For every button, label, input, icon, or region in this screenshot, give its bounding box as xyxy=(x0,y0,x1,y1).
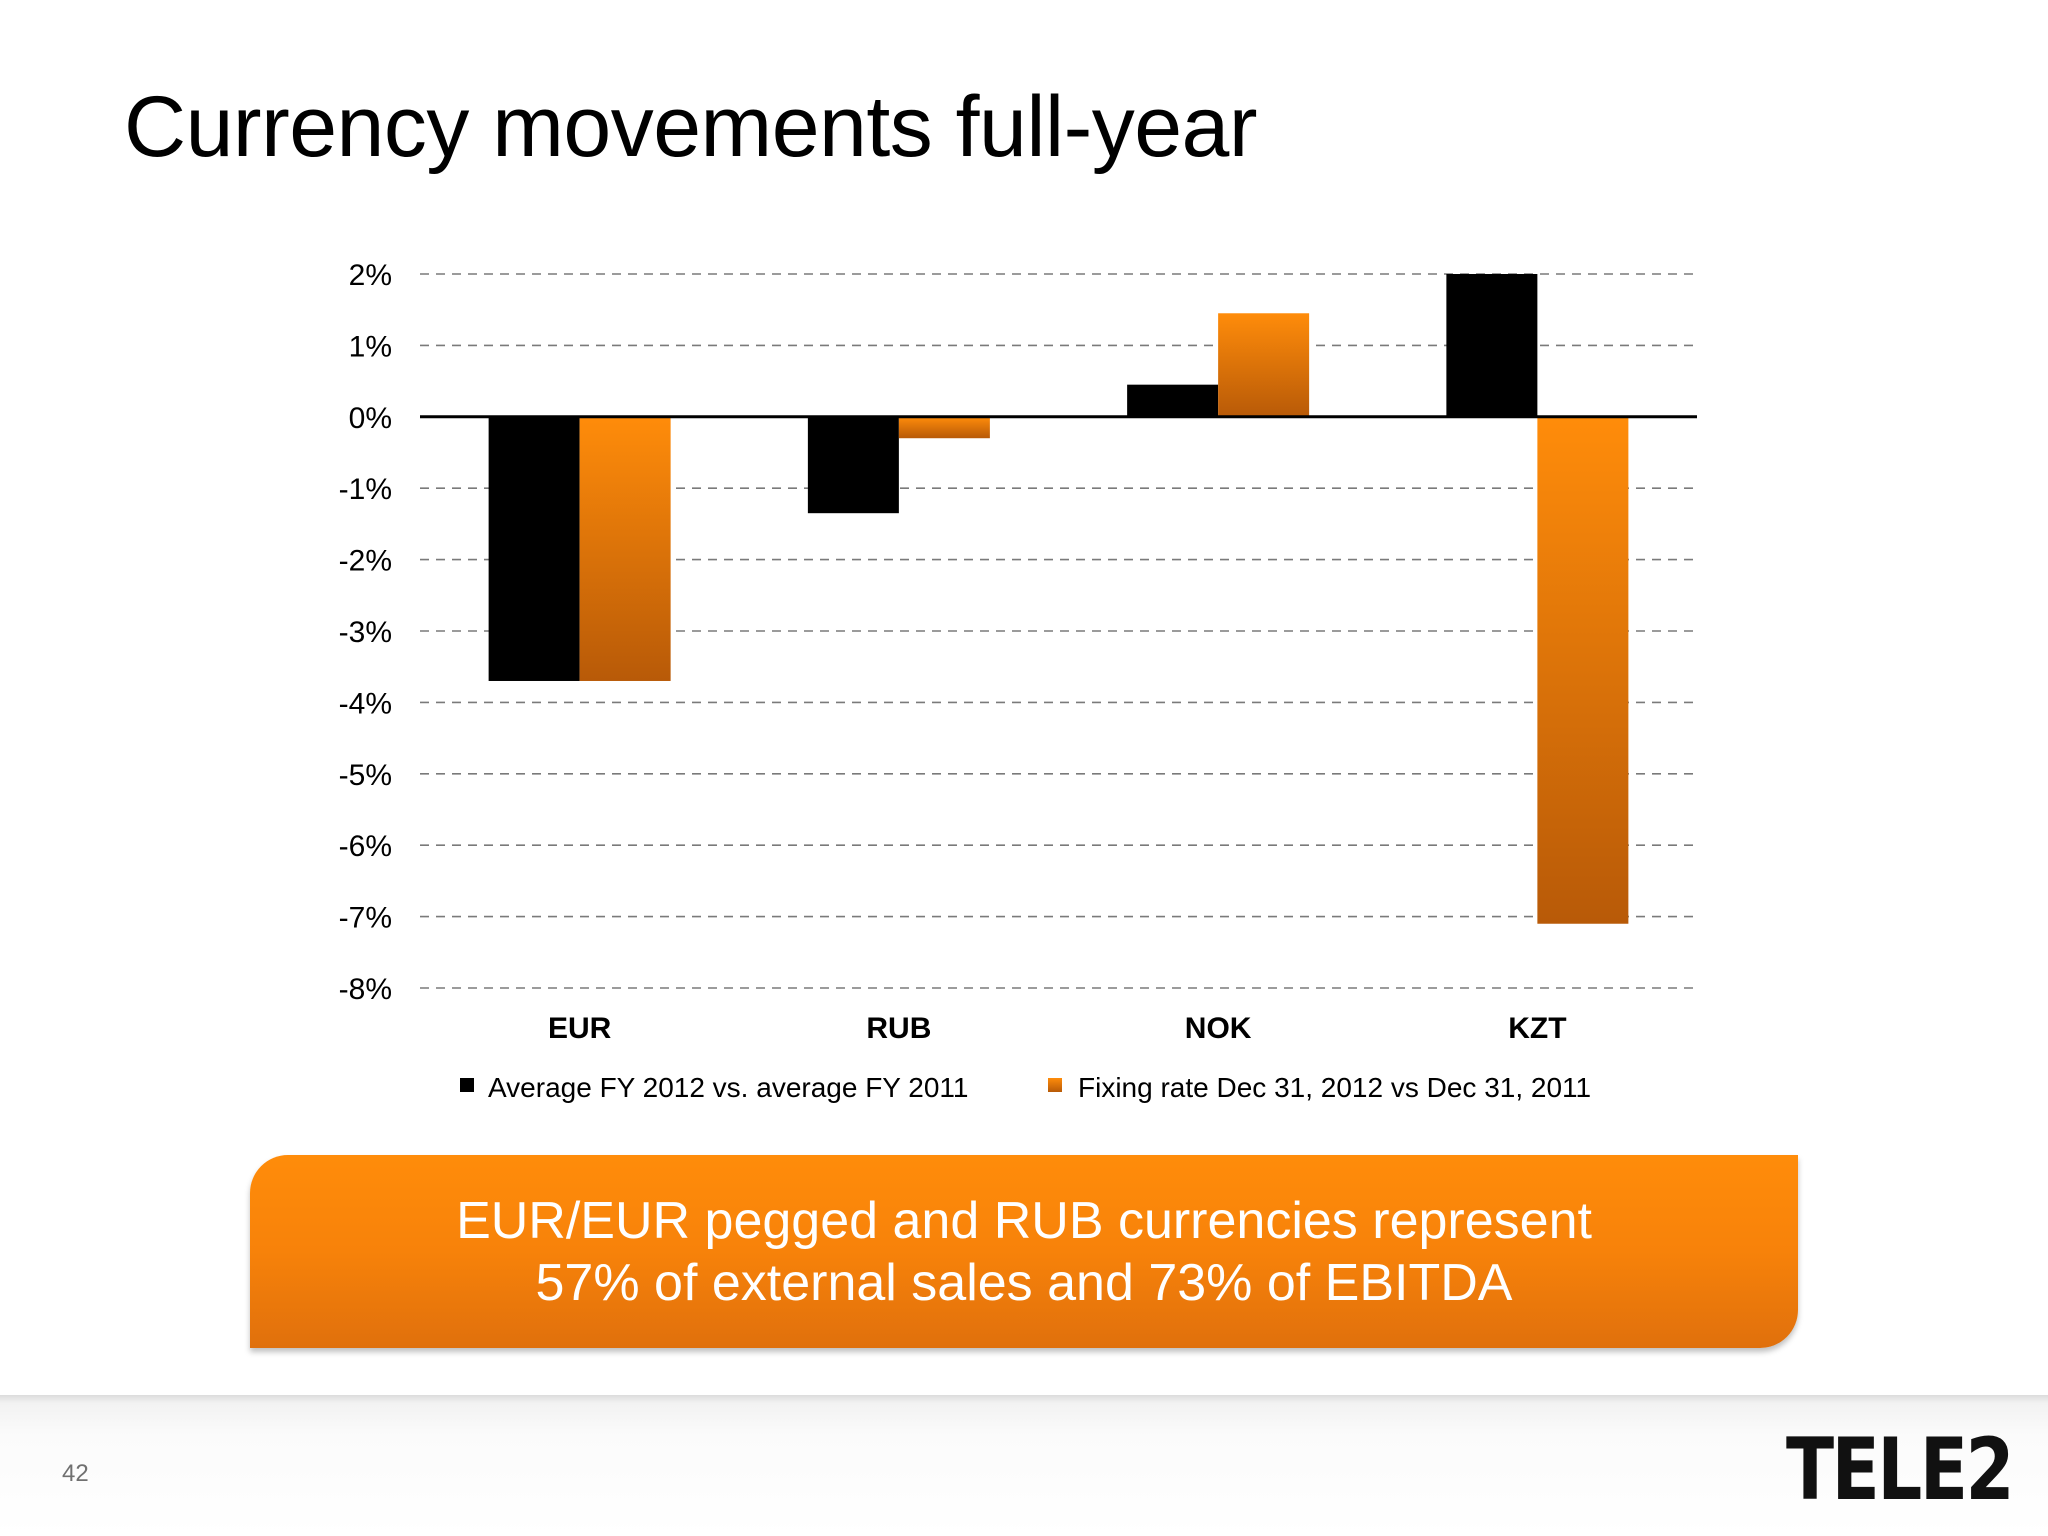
page-number: 42 xyxy=(62,1460,89,1487)
legend: Average FY 2012 vs. average FY 2011 Fixin… xyxy=(460,1072,1591,1103)
y-tick-label: -3% xyxy=(339,616,392,649)
x-tick-label: EUR xyxy=(548,1012,612,1045)
bar-nok-series-2 xyxy=(1218,313,1310,417)
callout-line-2: 57% of external sales and 73% of EBITDA xyxy=(535,1253,1513,1312)
callout-line-1: EUR/EUR pegged and RUB currencies repres… xyxy=(456,1191,1592,1250)
bar-nok-series-1 xyxy=(1127,384,1219,417)
slide-title: Currency movements full-year xyxy=(124,79,1258,175)
y-tick-label: -7% xyxy=(339,902,392,935)
bar-eur-series-1 xyxy=(488,416,580,681)
callout-box: EUR/EUR pegged and RUB currencies repres… xyxy=(250,1155,1798,1348)
y-tick-label: -4% xyxy=(339,687,392,720)
currency-bar-chart: 2% 1% 0% -1% -2% -3% -4% -5% -6% -7% -8% EUR RUB NOK… xyxy=(339,259,1697,1103)
legend-swatch xyxy=(460,1078,474,1092)
y-tick-label: -2% xyxy=(339,545,392,578)
legend-swatch xyxy=(1048,1078,1062,1092)
x-tick-label: KZT xyxy=(1508,1012,1566,1045)
bar-eur-series-2 xyxy=(579,416,671,681)
y-tick-label: -5% xyxy=(339,759,392,792)
y-tick-label: 2% xyxy=(349,259,392,292)
tele2-logo: TELE2 xyxy=(1786,1420,2015,1520)
x-axis-ticks: EUR RUB NOK KZT xyxy=(548,1012,1567,1045)
bar-kzt-series-2 xyxy=(1537,416,1629,924)
bar-kzt-series-1 xyxy=(1446,274,1538,417)
footer-band xyxy=(0,1395,2048,1536)
y-axis-ticks: 2% 1% 0% -1% -2% -3% -4% -5% -6% -7% -8% xyxy=(339,259,392,1006)
legend-label: Fixing rate Dec 31, 2012 vs Dec 31, 2011 xyxy=(1078,1072,1591,1103)
y-tick-label: 1% xyxy=(349,330,392,363)
bars xyxy=(488,274,1629,924)
y-tick-label: 0% xyxy=(349,402,392,435)
x-tick-label: RUB xyxy=(866,1012,931,1045)
bar-rub-series-1 xyxy=(807,416,899,514)
x-tick-label: NOK xyxy=(1185,1012,1252,1045)
y-tick-label: -8% xyxy=(339,973,392,1006)
y-tick-label: -1% xyxy=(339,473,392,506)
legend-label: Average FY 2012 vs. average FY 2011 xyxy=(488,1072,968,1103)
bar-rub-series-2 xyxy=(898,416,990,439)
y-tick-label: -6% xyxy=(339,830,392,863)
